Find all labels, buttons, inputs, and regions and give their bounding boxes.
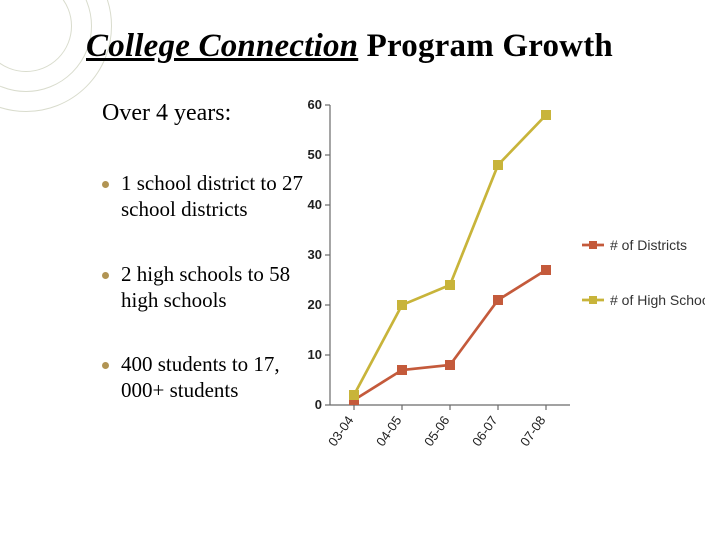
svg-text:50: 50 [308, 147, 322, 162]
slide-title: College Connection Program Growth [86, 28, 613, 65]
bullet-dot-icon [102, 181, 109, 188]
svg-text:60: 60 [308, 97, 322, 112]
bullet-item: 400 students to 17, 000+ students [102, 351, 322, 404]
svg-text:0: 0 [315, 397, 322, 412]
svg-text:20: 20 [308, 297, 322, 312]
subtitle: Over 4 years: [102, 100, 231, 127]
growth-chart: 0 10 20 30 40 50 60 03-04 04-05 05-06 06-07 07-08 # … [290, 95, 705, 465]
svg-text:10: 10 [308, 347, 322, 362]
bullet-item: 2 high schools to 58 high schools [102, 261, 322, 314]
svg-text:# of Districts: # of Districts [610, 237, 687, 253]
bullet-list: 1 school district to 27 school districts… [102, 170, 322, 442]
svg-text:# of High Schools: # of High Schools [610, 292, 705, 308]
svg-text:03-04: 03-04 [325, 413, 356, 449]
svg-text:05-06: 05-06 [421, 413, 452, 449]
bullet-dot-icon [102, 362, 109, 369]
chart-svg: 0 10 20 30 40 50 60 03-04 04-05 05-06 06-07 07-08 # … [290, 95, 705, 465]
svg-text:07-08: 07-08 [517, 413, 548, 449]
svg-text:30: 30 [308, 247, 322, 262]
slide: College Connection Program Growth Over 4… [0, 0, 720, 540]
svg-text:04-05: 04-05 [373, 413, 404, 449]
title-italic: College Connection [86, 28, 358, 64]
title-rest: Program Growth [358, 28, 613, 64]
bullet-dot-icon [102, 272, 109, 279]
svg-text:40: 40 [308, 197, 322, 212]
bullet-item: 1 school district to 27 school districts [102, 170, 322, 223]
svg-text:06-07: 06-07 [469, 413, 500, 449]
